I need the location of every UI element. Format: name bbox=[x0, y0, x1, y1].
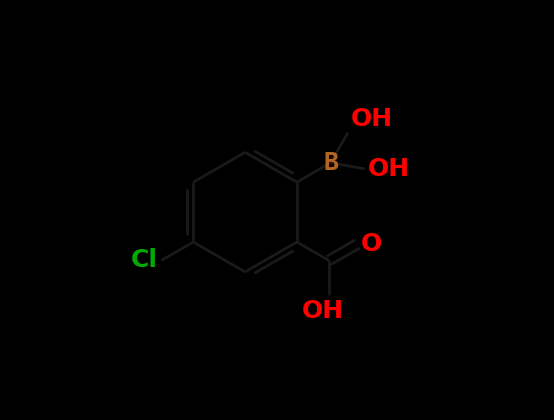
Text: B: B bbox=[323, 151, 338, 175]
Text: OH: OH bbox=[368, 157, 411, 181]
Text: OH: OH bbox=[301, 299, 343, 323]
Text: OH: OH bbox=[351, 107, 393, 131]
Text: Cl: Cl bbox=[131, 249, 158, 273]
Text: O: O bbox=[361, 232, 382, 256]
